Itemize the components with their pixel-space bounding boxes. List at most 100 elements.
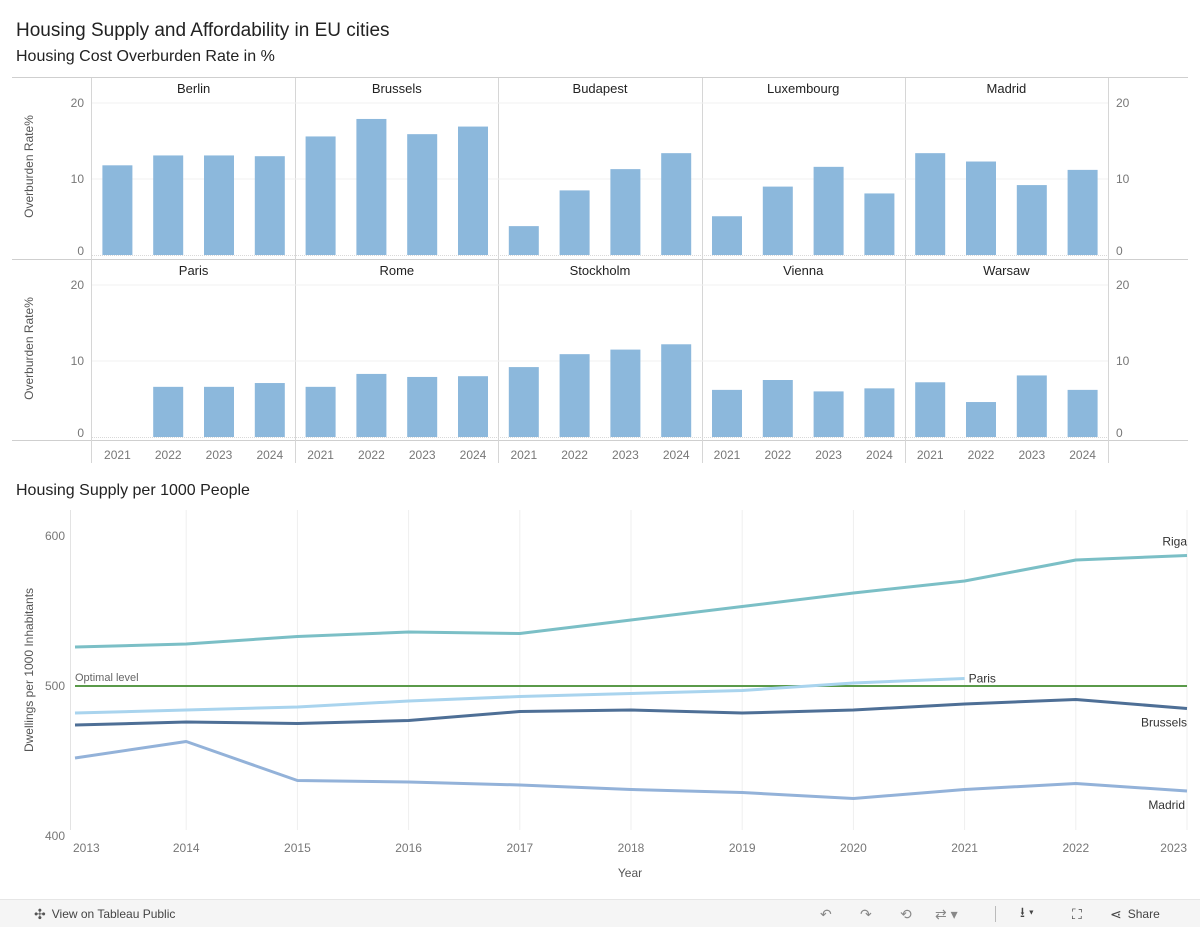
view-on-tableau-link[interactable]: ✣ View on Tableau Public [34,900,175,928]
bar-vienna-2021 [712,389,742,437]
bar-paris-2023 [204,386,234,437]
bar-luxembourg-2022 [762,186,793,255]
y-tick-label-right: 10 [1116,172,1130,186]
x-tick-label: 2023 [409,448,436,462]
x-tick-label: 2021 [714,448,741,462]
fullscreen-button[interactable]: ⛶ [1072,900,1082,928]
share-icon: ⋖ [1110,905,1122,922]
revert-button[interactable]: ⟲ [900,900,912,928]
redo-button[interactable]: ↷ [860,900,872,928]
x-tick-label: 2020 [840,841,867,855]
x-tick-label: 2017 [506,841,533,855]
bar-madrid-2021 [915,153,946,255]
panel-title-budapest: Budapest [573,81,628,96]
x-tick-label: 2016 [395,841,422,855]
y-tick-label-right: 20 [1116,96,1130,110]
bar-vienna-2023 [813,391,844,437]
x-tick-label: 2019 [729,841,756,855]
series-label-paris: Paris [969,672,996,686]
series-line-riga [74,554,1188,649]
tableau-icon: ✣ [34,905,46,922]
y-axis-title: Overburden Rate% [22,297,36,400]
bar-rome-2024 [458,376,488,437]
bar-budapest-2024 [661,153,692,255]
x-tick-label: 2024 [460,448,487,462]
y-tick-label: 20 [71,96,85,110]
bar-stockholm-2023 [610,349,641,437]
bar-berlin-2024 [254,156,285,255]
series-label-madrid: Madrid [1148,798,1185,812]
bar-stockholm-2022 [559,354,590,437]
revert-icon: ⟲ [900,905,912,922]
x-tick-label: 2024 [256,448,283,462]
x-tick-label: 2022 [1062,841,1089,855]
bar-luxembourg-2024 [864,193,895,255]
bar-brussels-2023 [407,134,438,255]
x-axis-title: Year [618,866,642,880]
panel-title-berlin: Berlin [177,81,210,96]
panel-title-paris: Paris [179,263,209,278]
x-tick-label: 2018 [618,841,645,855]
undo-button[interactable]: ↶ [820,900,832,928]
download-button[interactable]: ⭳ ▾ [1020,900,1034,928]
x-tick-label: 2021 [917,448,944,462]
pause-icon: ⇄ ▾ [935,905,958,922]
series-line-brussels [74,698,1188,727]
panel-title-warsaw: Warsaw [983,263,1030,278]
y-tick-label: 400 [45,829,65,843]
bar-luxembourg-2021 [712,216,742,255]
x-tick-label: 2013 [73,841,100,855]
panel-title-luxembourg: Luxembourg [767,81,839,96]
y-axis-title: Overburden Rate% [22,115,36,218]
bar-berlin-2021 [102,165,133,255]
bar-brussels-2024 [458,126,488,255]
bar-berlin-2022 [153,155,184,255]
y-tick-label: 10 [71,354,85,368]
toolbar-divider [995,906,996,922]
overburden-bar-chart: 0 0 10 10 20 20 Overburden Rate% Berlin Brussels… [12,77,1188,463]
x-tick-label: 2024 [663,448,690,462]
y-tick-label: 500 [45,679,65,693]
x-tick-label: 2022 [561,448,588,462]
panel-title-vienna: Vienna [783,263,824,278]
bar-rome-2022 [356,373,387,437]
bar-warsaw-2022 [966,402,996,437]
x-tick-label: 2015 [284,841,311,855]
bar-madrid-2023 [1016,185,1047,255]
y-tick-label-right: 0 [1116,426,1123,440]
y-tick-label-right: 10 [1116,354,1130,368]
x-tick-label: 2022 [155,448,182,462]
x-tick-label: 2024 [866,448,893,462]
housing-supply-line-chart: 400 500 600 Dwellings per 1000 Inhabitants 2… [22,510,1188,880]
y-tick-label-right: 0 [1116,244,1123,258]
bar-stockholm-2024 [661,344,692,437]
line-section-title: Housing Supply per 1000 People [16,482,250,499]
bar-vienna-2022 [762,380,793,437]
bar-section-title: Housing Cost Overburden Rate in % [16,48,275,65]
bar-brussels-2022 [356,118,387,256]
series-line-madrid [74,740,1188,800]
panel-title-brussels: Brussels [372,81,422,96]
x-tick-label: 2023 [612,448,639,462]
pause-button[interactable]: ⇄ ▾ [935,900,958,928]
dashboard-title: Housing Supply and Affordability in EU c… [16,20,390,41]
bar-vienna-2024 [864,388,895,437]
bar-budapest-2022 [559,190,590,255]
y-tick-label: 20 [71,278,85,292]
bar-luxembourg-2023 [813,166,844,255]
share-button[interactable]: ⋖ Share [1110,900,1160,928]
bar-brussels-2021 [305,136,336,255]
share-label: Share [1127,907,1160,921]
series-label-brussels: Brussels [1141,716,1187,730]
x-tick-label: 2021 [951,841,978,855]
x-tick-label: 2014 [173,841,200,855]
toolbar: ✣ View on Tableau Public ↶ ↷ ⟲ ⇄ ▾ ⭳ ▾ ⛶… [0,899,1200,927]
bar-stockholm-2021 [508,367,539,437]
view-on-tableau-label: View on Tableau Public [51,907,176,921]
undo-icon: ↶ [820,905,832,922]
x-tick-label: 2021 [104,448,131,462]
x-tick-label: 2023 [815,448,842,462]
x-tick-label: 2022 [358,448,385,462]
redo-icon: ↷ [860,905,872,922]
y-tick-label: 0 [77,244,84,258]
